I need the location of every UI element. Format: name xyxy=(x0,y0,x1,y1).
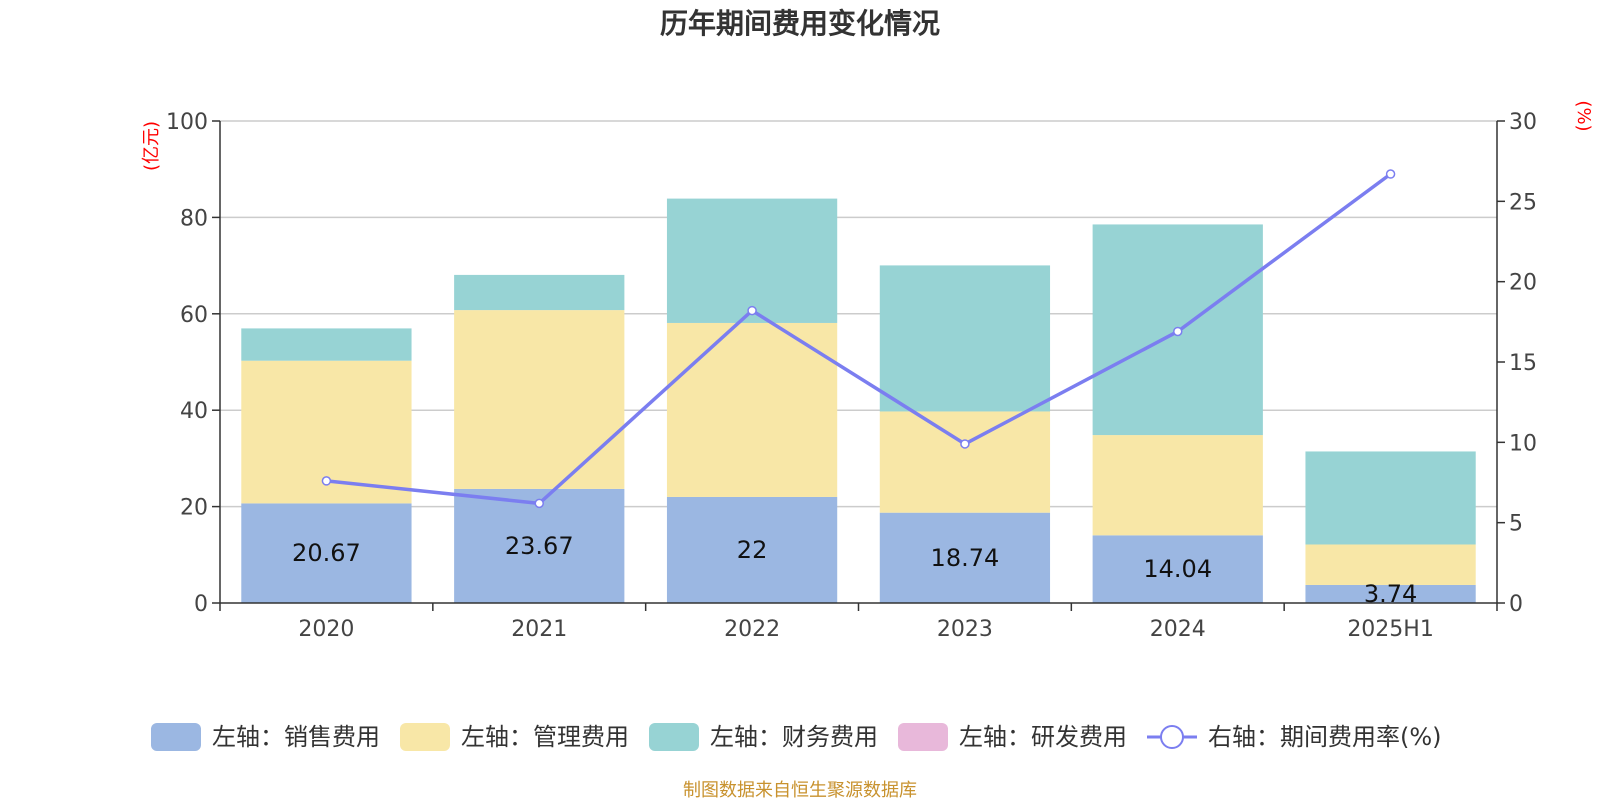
x-axis-tick-label: 2024 xyxy=(1150,617,1206,642)
right-axis-tick-label: 5 xyxy=(1509,512,1523,537)
bar-segment xyxy=(879,411,1051,513)
legend-label: 左轴：销售费用 xyxy=(212,723,380,751)
x-axis-tick-label: 2021 xyxy=(511,617,567,642)
bar-segment xyxy=(454,310,625,489)
bar-segment xyxy=(1305,451,1476,545)
bar-data-label: 22 xyxy=(737,536,768,564)
right-axis-tick-label: 30 xyxy=(1509,110,1537,135)
x-axis-tick-label: 2022 xyxy=(724,617,780,642)
legend-label: 左轴：财务费用 xyxy=(710,723,878,751)
right-axis-tick-label: 10 xyxy=(1509,431,1537,456)
rate-point xyxy=(960,439,970,449)
legend-swatch xyxy=(649,723,699,751)
x-axis-tick-label: 2020 xyxy=(298,617,354,642)
bar-data-label: 23.67 xyxy=(505,532,574,560)
gridlines xyxy=(220,120,1497,508)
left-axis-tick-label: 80 xyxy=(180,206,208,231)
right-axis-tick-label: 0 xyxy=(1509,592,1523,617)
legend-label: 左轴：研发费用 xyxy=(959,723,1127,751)
source-note: 制图数据来自恒生聚源数据库 xyxy=(683,780,917,800)
rate-point xyxy=(747,305,757,316)
bar-segment xyxy=(879,265,1051,412)
right-axis-tick-label: 20 xyxy=(1509,271,1537,296)
axes: 0 20 40 60 80 100 0 5 10 15 20 25 30 2020 2021 2022 2023… xyxy=(166,110,1537,642)
rate-point xyxy=(1173,326,1183,337)
line-series xyxy=(321,169,1396,509)
x-axis-tick-label: 2025H1 xyxy=(1347,617,1434,642)
data-labels: 20.67 23.67 22 18.74 14.04 3.74 xyxy=(292,532,1417,608)
legend: 左轴：销售费用 左轴：管理费用 左轴：财务费用 左轴：研发费用 右轴：期间费用率(%) xyxy=(151,723,1442,751)
bar-segment xyxy=(454,274,625,311)
right-axis-tick-label: 25 xyxy=(1509,190,1537,215)
bar-segment xyxy=(1092,435,1263,536)
rate-point xyxy=(321,476,332,486)
chart-title: 历年期间费用变化情况 xyxy=(660,7,940,40)
x-axis-tick-label: 2023 xyxy=(937,617,993,642)
bar-data-label: 20.67 xyxy=(292,539,361,567)
bar-segment xyxy=(666,322,838,497)
bar-data-label: 14.04 xyxy=(1143,555,1212,583)
rate-point xyxy=(534,498,544,509)
left-axis-tick-label: 20 xyxy=(180,496,208,521)
legend-marker-swatch xyxy=(1160,725,1184,749)
bar-series xyxy=(241,198,1476,603)
left-axis-tick-label: 0 xyxy=(194,592,208,617)
legend-label: 左轴：管理费用 xyxy=(461,723,629,751)
bar-segment xyxy=(241,328,412,361)
left-axis-tick-label: 40 xyxy=(180,399,208,424)
left-axis-unit: (亿元) xyxy=(141,121,162,171)
legend-label: 右轴：期间费用率(%) xyxy=(1208,723,1442,751)
bar-segment xyxy=(241,503,412,603)
legend-swatch xyxy=(898,723,948,751)
bar-segment xyxy=(666,496,838,603)
rate-point xyxy=(1385,169,1396,179)
right-axis-unit: (%) xyxy=(1573,100,1594,131)
rate-line xyxy=(326,172,1392,506)
bar-data-label: 3.74 xyxy=(1364,580,1417,608)
bar-segment xyxy=(1305,584,1476,603)
bar-segment xyxy=(879,512,1051,603)
right-axis-tick-label: 15 xyxy=(1509,351,1537,376)
bar-segment xyxy=(666,198,838,323)
bar-segment xyxy=(1305,544,1476,585)
legend-swatch xyxy=(151,723,201,751)
bar-data-label: 18.74 xyxy=(931,544,1000,572)
left-axis-tick-label: 60 xyxy=(180,303,208,328)
bar-segment xyxy=(1092,535,1263,603)
left-axis-tick-label: 100 xyxy=(166,110,208,135)
legend-swatch xyxy=(400,723,450,751)
